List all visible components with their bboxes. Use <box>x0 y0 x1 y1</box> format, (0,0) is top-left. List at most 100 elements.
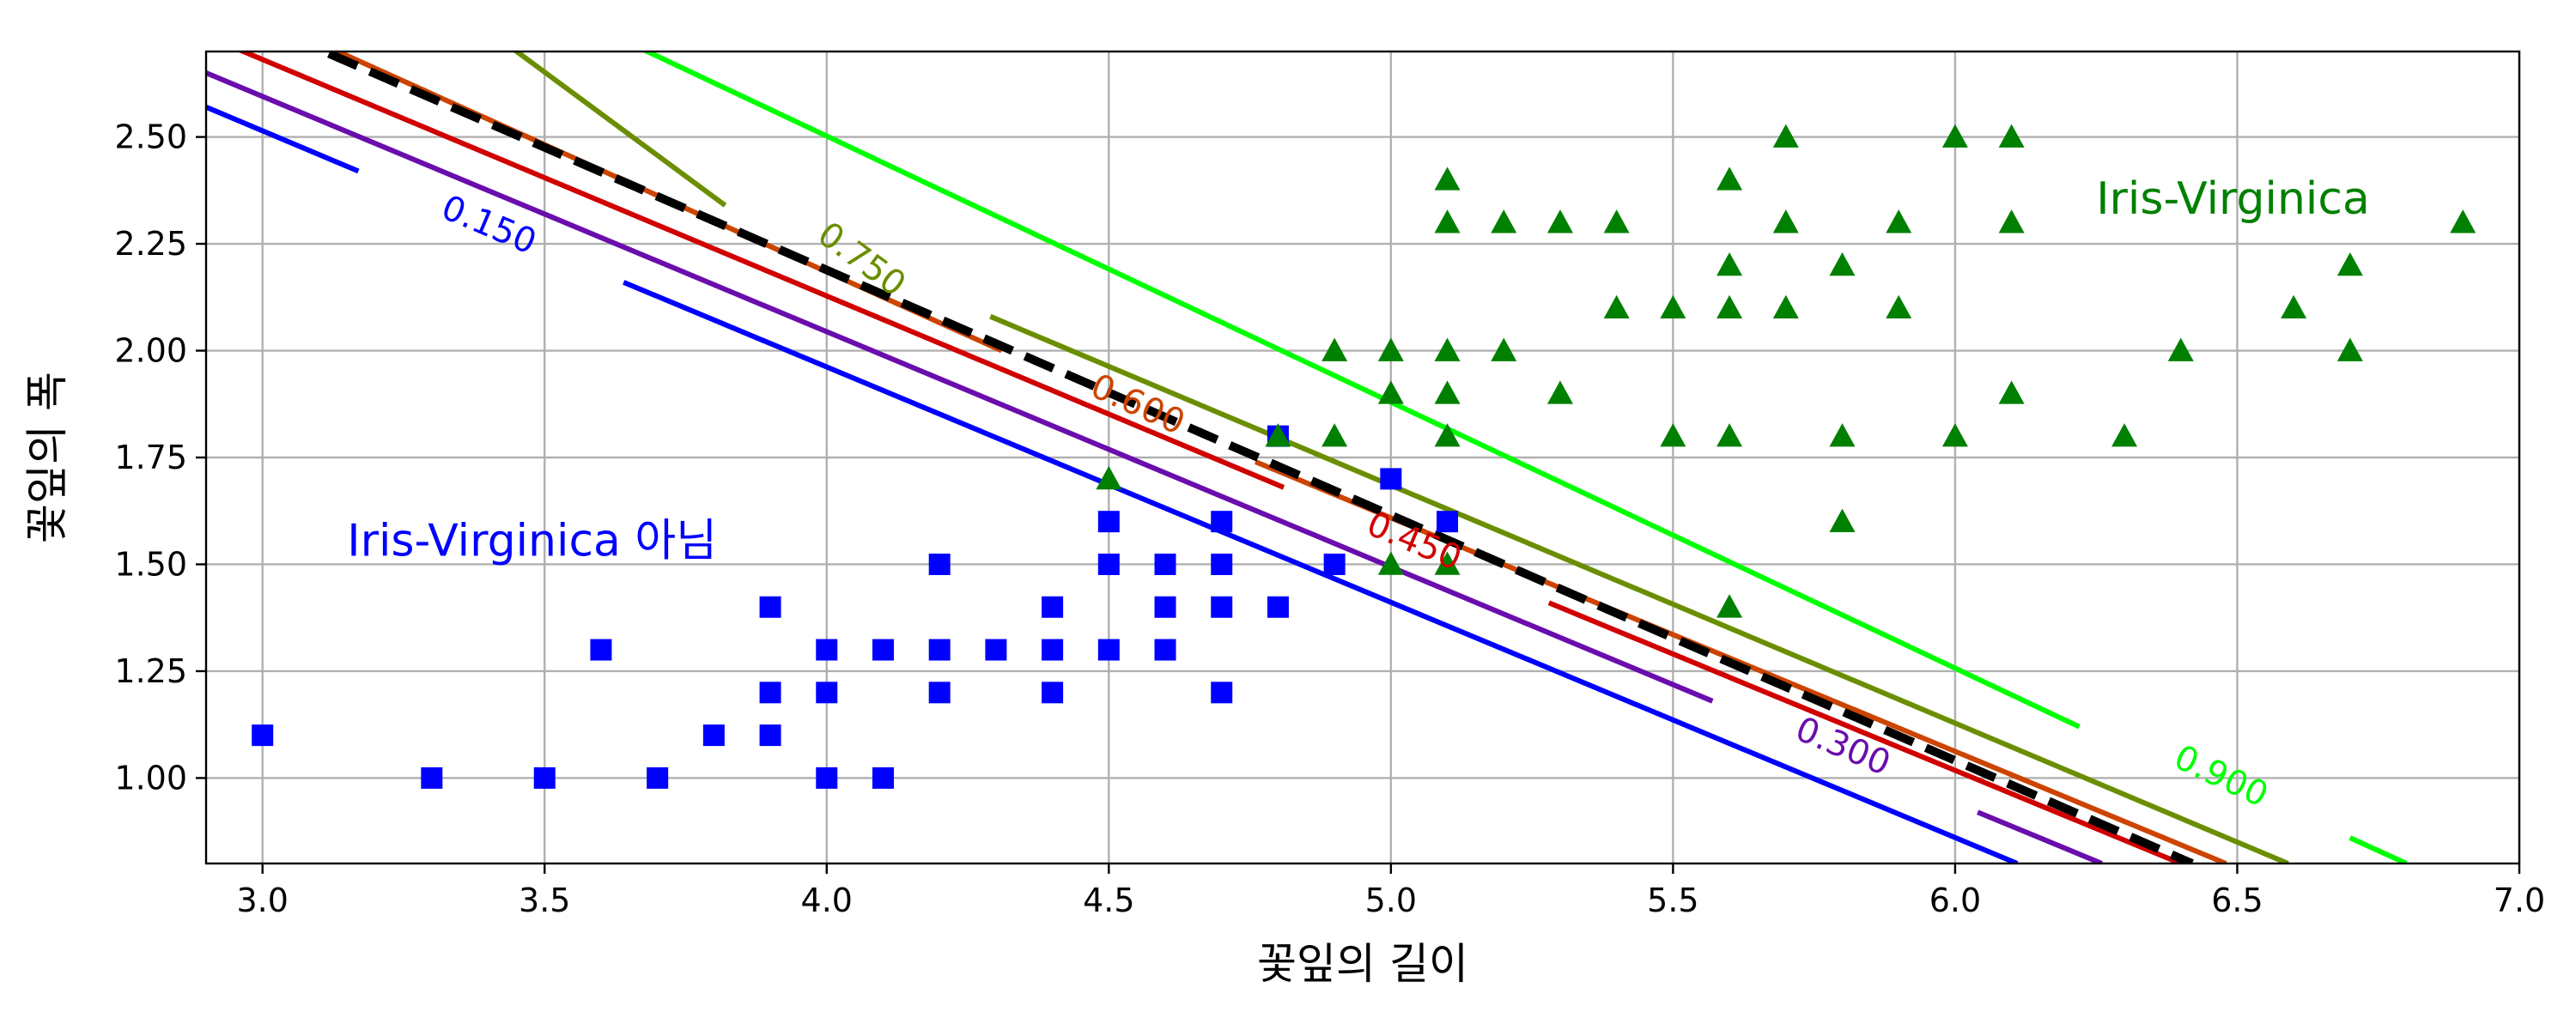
y-ticks: 1.00 1.25 1.50 1.75 2.00 2.25 2.50 <box>114 118 206 797</box>
point-virginica <box>1434 209 1461 233</box>
point-not-virginica <box>1154 553 1176 575</box>
point-not-virginica <box>816 639 838 661</box>
point-virginica <box>2281 294 2307 319</box>
point-not-virginica <box>1267 596 1289 618</box>
point-not-virginica <box>1211 596 1233 618</box>
y-tick-label: 1.75 <box>114 439 187 476</box>
contour-line-0450 <box>1547 600 2182 863</box>
y-tick-label: 1.25 <box>114 652 187 690</box>
point-not-virginica <box>872 639 894 661</box>
point-virginica <box>1660 294 1686 319</box>
point-not-virginica <box>1042 682 1064 704</box>
contour-line-0300 <box>206 70 1714 704</box>
point-virginica <box>1434 337 1461 361</box>
point-virginica <box>2336 337 2363 361</box>
contour-line-0150 <box>206 104 360 174</box>
point-not-virginica <box>1380 468 1402 490</box>
point-not-virginica <box>252 724 274 747</box>
contour-line-0450 <box>236 52 1285 490</box>
point-not-virginica <box>1042 639 1064 661</box>
x-tick-label: 3.0 <box>236 882 288 919</box>
decision-boundary-line <box>313 52 2194 863</box>
point-not-virginica <box>1042 596 1064 618</box>
point-not-virginica <box>533 766 556 789</box>
point-virginica <box>1772 124 1799 148</box>
point-not-virginica <box>702 724 725 747</box>
y-tick-label: 2.00 <box>114 332 187 370</box>
x-tick-label: 7.0 <box>2494 882 2545 919</box>
point-not-virginica <box>872 766 894 789</box>
x-tick-label: 6.0 <box>1929 882 1981 919</box>
point-not-virginica <box>1211 553 1233 575</box>
point-not-virginica <box>647 766 669 789</box>
point-not-virginica <box>1211 682 1233 704</box>
y-tick-label: 1.50 <box>114 545 187 583</box>
point-virginica <box>2336 251 2363 276</box>
point-virginica <box>1716 167 1743 191</box>
x-tick-label: 5.0 <box>1365 882 1417 919</box>
point-virginica <box>1829 251 1856 276</box>
x-tick-label: 6.5 <box>2211 882 2263 919</box>
point-virginica <box>1716 423 1743 447</box>
point-not-virginica <box>1154 596 1176 618</box>
point-not-virginica <box>1097 553 1120 575</box>
point-not-virginica <box>1211 511 1233 533</box>
point-virginica <box>1434 167 1461 191</box>
point-virginica <box>2111 423 2138 447</box>
point-virginica <box>1772 294 1799 319</box>
point-virginica <box>1716 594 1743 618</box>
y-tick-label: 1.00 <box>114 759 187 797</box>
point-not-virginica <box>1097 639 1120 661</box>
point-virginica <box>1941 124 1968 148</box>
point-not-virginica <box>759 724 781 747</box>
contour-label-0150: 0.150 <box>436 188 542 263</box>
y-axis-label: 꽃잎의 폭 <box>22 372 72 543</box>
point-not-virginica <box>928 639 951 661</box>
contour-line-0150 <box>623 280 2019 863</box>
point-virginica <box>1096 465 1122 490</box>
point-not-virginica <box>928 553 951 575</box>
contour-lines <box>206 52 2408 863</box>
point-not-virginica <box>985 639 1007 661</box>
point-not-virginica <box>759 682 781 704</box>
point-virginica <box>1603 294 1630 319</box>
point-virginica <box>1377 551 1404 575</box>
contour-line-0300 <box>1977 809 2103 863</box>
contour-line-0750 <box>989 313 2289 863</box>
point-virginica <box>1886 209 1912 233</box>
label-virginica: Iris-Virginica <box>2096 173 2370 225</box>
grid <box>206 52 2521 863</box>
point-not-virginica <box>816 766 838 789</box>
contour-line-0900 <box>2348 835 2408 863</box>
point-virginica <box>1716 294 1743 319</box>
x-tick-label: 4.0 <box>801 882 853 919</box>
point-virginica <box>1829 508 1856 532</box>
data-points <box>252 124 2476 789</box>
point-not-virginica <box>1323 553 1346 575</box>
point-virginica <box>1265 423 1291 447</box>
point-virginica <box>1546 380 1573 404</box>
point-virginica <box>1377 337 1404 361</box>
point-not-virginica <box>1097 511 1120 533</box>
point-not-virginica <box>928 682 951 704</box>
point-virginica <box>1434 423 1461 447</box>
point-virginica <box>1491 337 1517 361</box>
point-virginica <box>2450 209 2476 233</box>
contour-line-0900 <box>641 52 2081 730</box>
contour-label-0900: 0.900 <box>2168 737 2274 815</box>
point-virginica <box>2167 337 2194 361</box>
point-virginica <box>1886 294 1912 319</box>
point-virginica <box>1772 209 1799 233</box>
point-virginica <box>1546 209 1573 233</box>
point-not-virginica <box>421 766 443 789</box>
contour-line-0750 <box>512 52 727 208</box>
x-ticks: 3.0 3.5 4.0 4.5 5.0 5.5 6.0 6.5 7.0 <box>236 863 2545 919</box>
point-virginica <box>1998 380 2025 404</box>
point-not-virginica <box>1154 639 1176 661</box>
point-not-virginica <box>816 682 838 704</box>
point-not-virginica <box>759 596 781 618</box>
point-virginica <box>1829 423 1856 447</box>
point-virginica <box>1377 380 1404 404</box>
label-not-virginica: Iris-Virginica 아님 <box>347 516 717 567</box>
